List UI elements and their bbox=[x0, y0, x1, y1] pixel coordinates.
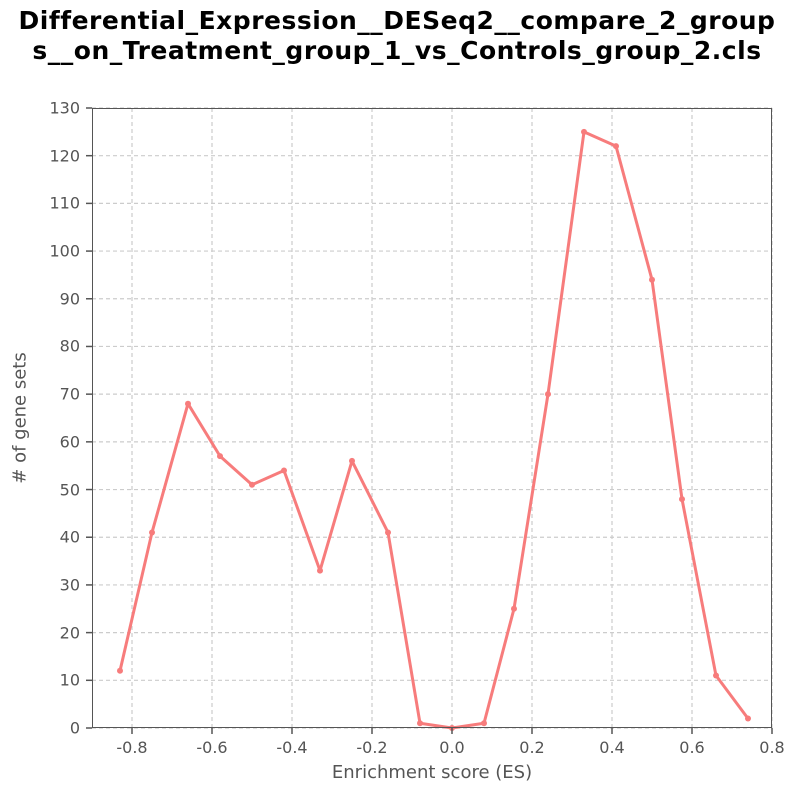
y-tick-label: 110 bbox=[49, 194, 80, 213]
chart-title: Differential_Expression__DESeq2__compare… bbox=[0, 6, 794, 65]
y-tick-label: 30 bbox=[60, 575, 80, 594]
x-tick-label: -0.8 bbox=[116, 738, 147, 757]
y-tick-label: 0 bbox=[70, 719, 80, 738]
x-tick-label: -0.6 bbox=[196, 738, 227, 757]
plot-border bbox=[92, 108, 772, 728]
x-tick-label: 0.0 bbox=[439, 738, 464, 757]
x-tick-label: 0.8 bbox=[759, 738, 784, 757]
y-tick-label: 100 bbox=[49, 242, 80, 261]
y-tick-label: 130 bbox=[49, 99, 80, 118]
y-tick-label: 20 bbox=[60, 623, 80, 642]
y-tick-label: 90 bbox=[60, 289, 80, 308]
y-tick-label: 50 bbox=[60, 480, 80, 499]
x-axis-label: Enrichment score (ES) bbox=[92, 762, 772, 783]
y-tick-label: 10 bbox=[60, 671, 80, 690]
chart-container: { "chart": { "type": "line", "title": "D… bbox=[0, 0, 794, 794]
y-tick-label: 40 bbox=[60, 528, 80, 547]
x-tick-label: -0.4 bbox=[276, 738, 307, 757]
x-tick-label: 0.4 bbox=[599, 738, 624, 757]
y-tick-label: 60 bbox=[60, 432, 80, 451]
y-tick-label: 70 bbox=[60, 385, 80, 404]
x-tick-label: 0.6 bbox=[679, 738, 704, 757]
y-tick-label: 120 bbox=[49, 146, 80, 165]
x-tick-label: 0.2 bbox=[519, 738, 544, 757]
y-tick-label: 80 bbox=[60, 337, 80, 356]
plot-region bbox=[92, 108, 772, 728]
y-axis-label: # of gene sets bbox=[10, 352, 31, 483]
x-tick-label: -0.2 bbox=[356, 738, 387, 757]
